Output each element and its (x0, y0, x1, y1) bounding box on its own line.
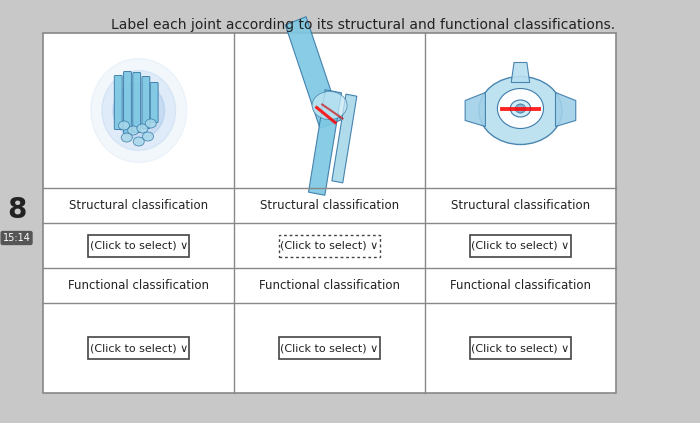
Ellipse shape (142, 132, 153, 141)
Text: (Click to select) ∨: (Click to select) ∨ (471, 343, 570, 353)
FancyBboxPatch shape (142, 77, 150, 129)
FancyBboxPatch shape (133, 72, 141, 132)
Text: Functional classification: Functional classification (69, 279, 209, 292)
Text: (Click to select) ∨: (Click to select) ∨ (90, 343, 188, 353)
Text: (Click to select) ∨: (Click to select) ∨ (90, 241, 188, 250)
Polygon shape (286, 17, 341, 128)
Ellipse shape (510, 100, 531, 117)
Ellipse shape (515, 104, 526, 113)
Text: (Click to select) ∨: (Click to select) ∨ (281, 241, 379, 250)
Text: Structural classification: Structural classification (260, 199, 399, 212)
Polygon shape (465, 93, 485, 126)
Text: Functional classification: Functional classification (450, 279, 591, 292)
FancyBboxPatch shape (279, 337, 380, 359)
Polygon shape (309, 90, 342, 195)
Ellipse shape (479, 77, 562, 145)
Ellipse shape (118, 121, 130, 130)
Text: (Click to select) ∨: (Click to select) ∨ (281, 343, 379, 353)
FancyBboxPatch shape (123, 71, 132, 134)
FancyBboxPatch shape (470, 234, 571, 256)
Polygon shape (556, 93, 576, 126)
Ellipse shape (121, 133, 132, 142)
FancyBboxPatch shape (150, 82, 158, 123)
Text: (Click to select) ∨: (Click to select) ∨ (471, 241, 570, 250)
Text: Functional classification: Functional classification (259, 279, 400, 292)
FancyBboxPatch shape (114, 75, 122, 129)
FancyBboxPatch shape (470, 337, 571, 359)
Ellipse shape (312, 91, 347, 120)
Ellipse shape (133, 137, 144, 146)
Ellipse shape (127, 126, 139, 135)
Text: Structural classification: Structural classification (451, 199, 590, 212)
Text: 15:14: 15:14 (3, 233, 31, 243)
FancyBboxPatch shape (279, 234, 380, 256)
Ellipse shape (145, 119, 156, 128)
Circle shape (113, 82, 164, 138)
Ellipse shape (137, 124, 148, 133)
FancyBboxPatch shape (88, 234, 190, 256)
Polygon shape (511, 63, 530, 82)
Circle shape (517, 104, 524, 113)
Circle shape (102, 71, 176, 151)
FancyBboxPatch shape (88, 337, 190, 359)
Text: Structural classification: Structural classification (69, 199, 209, 212)
Circle shape (91, 58, 187, 162)
Polygon shape (332, 94, 357, 183)
Text: Label each joint according to its structural and functional classifications.: Label each joint according to its struct… (111, 18, 615, 32)
Ellipse shape (498, 88, 543, 129)
Bar (43, 33, 616, 393)
Text: 8: 8 (7, 196, 27, 224)
